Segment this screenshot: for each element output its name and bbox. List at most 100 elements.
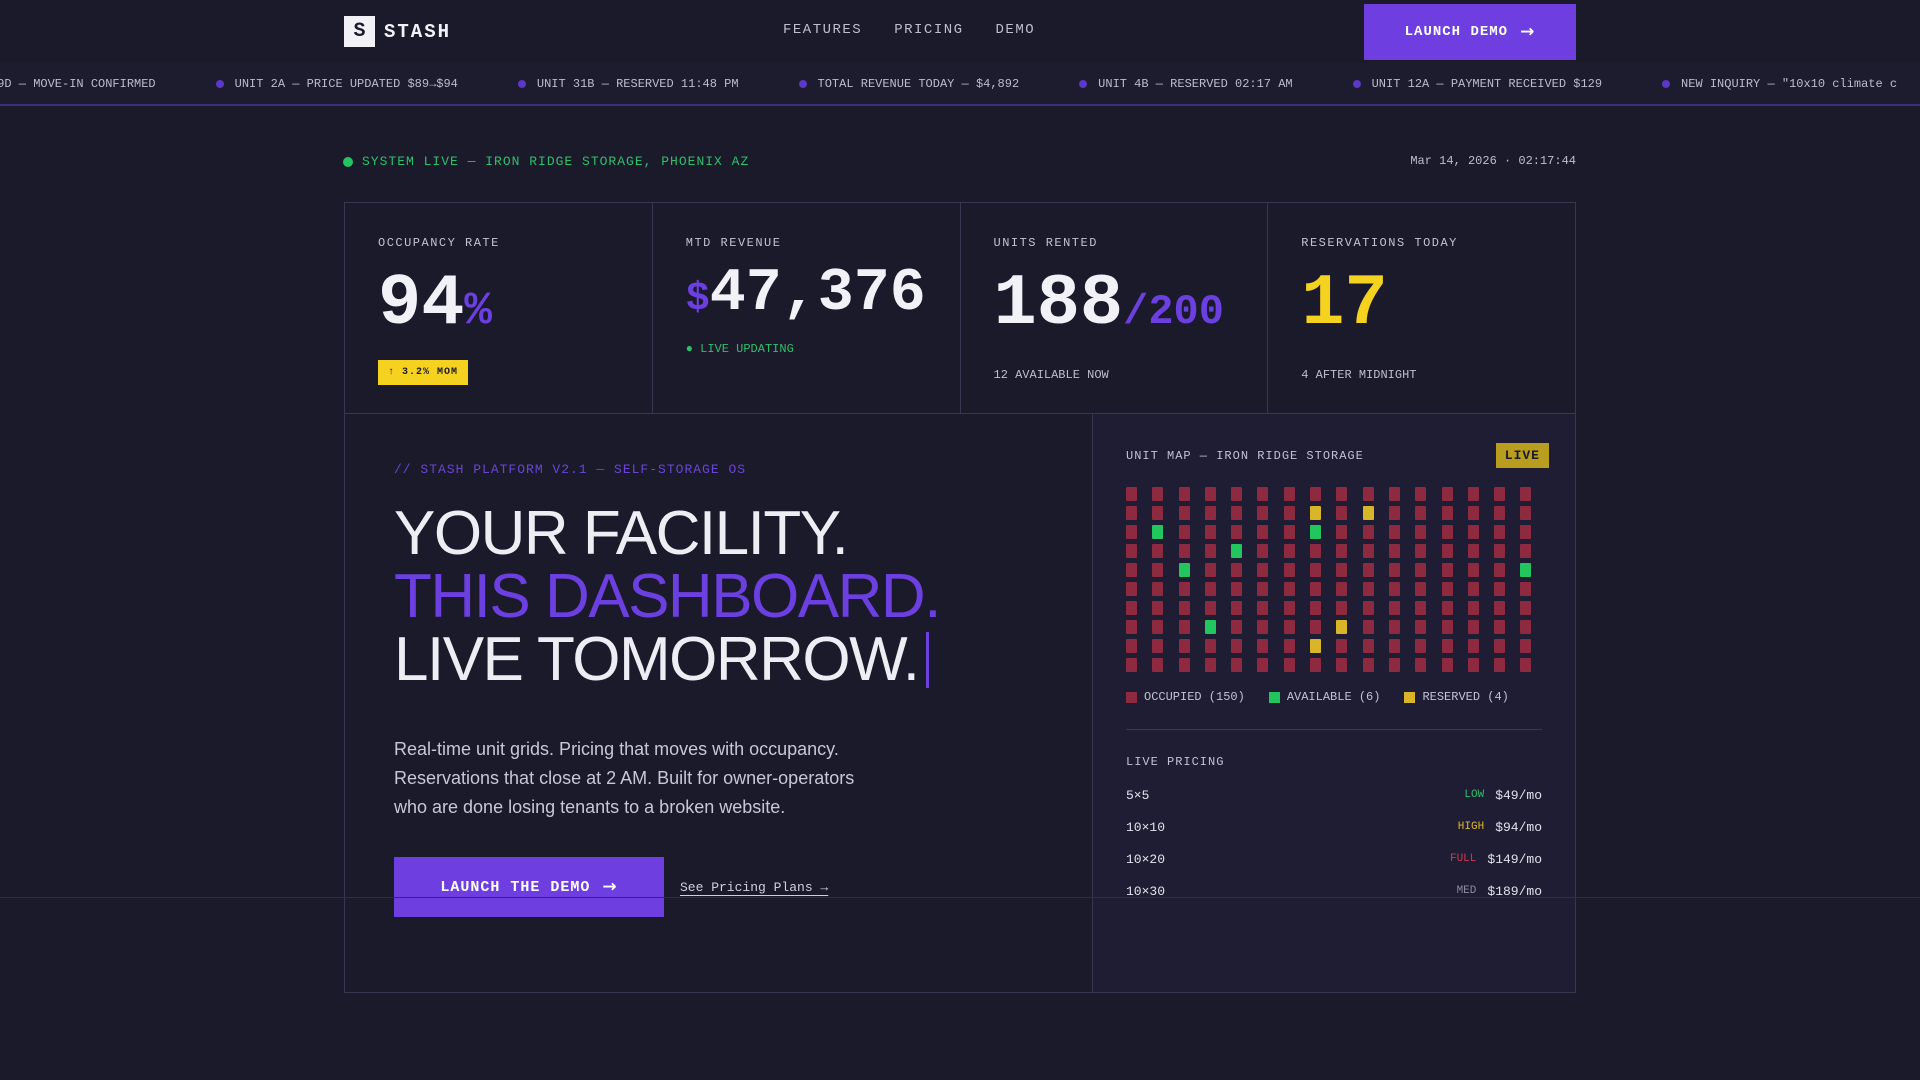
unit-cell-occupied[interactable]	[1283, 525, 1295, 539]
unit-cell-occupied[interactable]	[1362, 601, 1374, 615]
unit-cell-occupied[interactable]	[1231, 506, 1243, 520]
unit-cell-occupied[interactable]	[1126, 658, 1137, 672]
unit-cell-occupied[interactable]	[1388, 563, 1400, 577]
unit-cell-occupied[interactable]	[1336, 525, 1348, 539]
unit-cell-occupied[interactable]	[1310, 582, 1322, 596]
unit-cell-occupied[interactable]	[1257, 525, 1269, 539]
unit-cell-occupied[interactable]	[1415, 639, 1427, 653]
unit-cell-occupied[interactable]	[1388, 582, 1400, 596]
unit-cell-occupied[interactable]	[1283, 506, 1295, 520]
unit-cell-occupied[interactable]	[1494, 658, 1506, 672]
unit-cell-occupied[interactable]	[1178, 506, 1190, 520]
unit-cell-occupied[interactable]	[1126, 487, 1137, 501]
unit-cell-occupied[interactable]	[1126, 525, 1137, 539]
unit-cell-occupied[interactable]	[1441, 506, 1453, 520]
unit-cell-occupied[interactable]	[1336, 639, 1348, 653]
unit-cell-occupied[interactable]	[1178, 639, 1190, 653]
unit-cell-occupied[interactable]	[1152, 620, 1164, 634]
unit-cell-occupied[interactable]	[1283, 563, 1295, 577]
unit-cell-occupied[interactable]	[1178, 525, 1190, 539]
unit-cell-occupied[interactable]	[1388, 525, 1400, 539]
unit-cell-occupied[interactable]	[1126, 544, 1137, 558]
unit-cell-occupied[interactable]	[1283, 620, 1295, 634]
unit-cell-occupied[interactable]	[1178, 582, 1190, 596]
unit-cell-occupied[interactable]	[1336, 601, 1348, 615]
unit-cell-occupied[interactable]	[1362, 563, 1374, 577]
unit-cell-occupied[interactable]	[1152, 601, 1164, 615]
unit-cell-occupied[interactable]	[1126, 620, 1137, 634]
unit-cell-occupied[interactable]	[1231, 563, 1243, 577]
unit-cell-available[interactable]	[1310, 525, 1322, 539]
unit-cell-occupied[interactable]	[1441, 544, 1453, 558]
unit-cell-occupied[interactable]	[1467, 563, 1479, 577]
unit-cell-occupied[interactable]	[1231, 487, 1243, 501]
unit-cell-reserved[interactable]	[1310, 639, 1322, 653]
unit-cell-occupied[interactable]	[1494, 525, 1506, 539]
unit-cell-occupied[interactable]	[1152, 658, 1164, 672]
unit-cell-occupied[interactable]	[1257, 620, 1269, 634]
unit-cell-reserved[interactable]	[1362, 506, 1374, 520]
unit-cell-occupied[interactable]	[1310, 620, 1322, 634]
unit-cell-occupied[interactable]	[1494, 544, 1506, 558]
unit-cell-occupied[interactable]	[1415, 506, 1427, 520]
unit-cell-occupied[interactable]	[1388, 487, 1400, 501]
unit-cell-occupied[interactable]	[1126, 563, 1137, 577]
unit-cell-occupied[interactable]	[1467, 487, 1479, 501]
unit-cell-occupied[interactable]	[1283, 487, 1295, 501]
unit-cell-occupied[interactable]	[1231, 620, 1243, 634]
unit-cell-occupied[interactable]	[1441, 525, 1453, 539]
unit-cell-occupied[interactable]	[1204, 582, 1216, 596]
unit-cell-occupied[interactable]	[1204, 563, 1216, 577]
unit-cell-occupied[interactable]	[1415, 563, 1427, 577]
unit-cell-occupied[interactable]	[1204, 601, 1216, 615]
unit-cell-occupied[interactable]	[1520, 487, 1532, 501]
unit-cell-occupied[interactable]	[1494, 601, 1506, 615]
unit-cell-occupied[interactable]	[1388, 620, 1400, 634]
unit-cell-occupied[interactable]	[1257, 601, 1269, 615]
launch-the-demo-button[interactable]: LAUNCH THE DEMO →	[394, 857, 664, 917]
unit-cell-occupied[interactable]	[1362, 582, 1374, 596]
unit-cell-occupied[interactable]	[1257, 487, 1269, 501]
unit-cell-occupied[interactable]	[1415, 601, 1427, 615]
unit-cell-occupied[interactable]	[1310, 601, 1322, 615]
unit-cell-occupied[interactable]	[1204, 525, 1216, 539]
unit-cell-occupied[interactable]	[1231, 525, 1243, 539]
unit-cell-occupied[interactable]	[1362, 525, 1374, 539]
unit-cell-occupied[interactable]	[1520, 620, 1532, 634]
unit-cell-occupied[interactable]	[1257, 506, 1269, 520]
unit-cell-occupied[interactable]	[1283, 601, 1295, 615]
unit-cell-occupied[interactable]	[1494, 582, 1506, 596]
unit-cell-occupied[interactable]	[1441, 563, 1453, 577]
unit-cell-occupied[interactable]	[1441, 620, 1453, 634]
unit-cell-occupied[interactable]	[1257, 639, 1269, 653]
unit-cell-occupied[interactable]	[1231, 601, 1243, 615]
unit-cell-occupied[interactable]	[1178, 487, 1190, 501]
unit-cell-occupied[interactable]	[1126, 506, 1137, 520]
unit-cell-occupied[interactable]	[1310, 563, 1322, 577]
unit-cell-occupied[interactable]	[1494, 620, 1506, 634]
unit-cell-occupied[interactable]	[1494, 639, 1506, 653]
unit-cell-occupied[interactable]	[1415, 544, 1427, 558]
unit-cell-occupied[interactable]	[1441, 582, 1453, 596]
nav-link-pricing[interactable]: PRICING	[894, 22, 964, 38]
unit-cell-occupied[interactable]	[1310, 487, 1322, 501]
unit-cell-occupied[interactable]	[1467, 506, 1479, 520]
unit-cell-occupied[interactable]	[1388, 601, 1400, 615]
unit-cell-occupied[interactable]	[1336, 582, 1348, 596]
unit-cell-available[interactable]	[1152, 525, 1164, 539]
unit-cell-occupied[interactable]	[1126, 582, 1137, 596]
unit-cell-occupied[interactable]	[1441, 601, 1453, 615]
unit-cell-occupied[interactable]	[1178, 620, 1190, 634]
unit-cell-occupied[interactable]	[1415, 620, 1427, 634]
unit-cell-occupied[interactable]	[1467, 620, 1479, 634]
unit-cell-occupied[interactable]	[1415, 525, 1427, 539]
unit-cell-occupied[interactable]	[1520, 506, 1532, 520]
unit-cell-occupied[interactable]	[1415, 582, 1427, 596]
unit-cell-occupied[interactable]	[1467, 525, 1479, 539]
unit-cell-occupied[interactable]	[1152, 506, 1164, 520]
unit-cell-occupied[interactable]	[1520, 658, 1532, 672]
unit-cell-occupied[interactable]	[1467, 639, 1479, 653]
nav-link-demo[interactable]: DEMO	[995, 22, 1036, 38]
unit-cell-occupied[interactable]	[1388, 639, 1400, 653]
unit-cell-occupied[interactable]	[1441, 487, 1453, 501]
